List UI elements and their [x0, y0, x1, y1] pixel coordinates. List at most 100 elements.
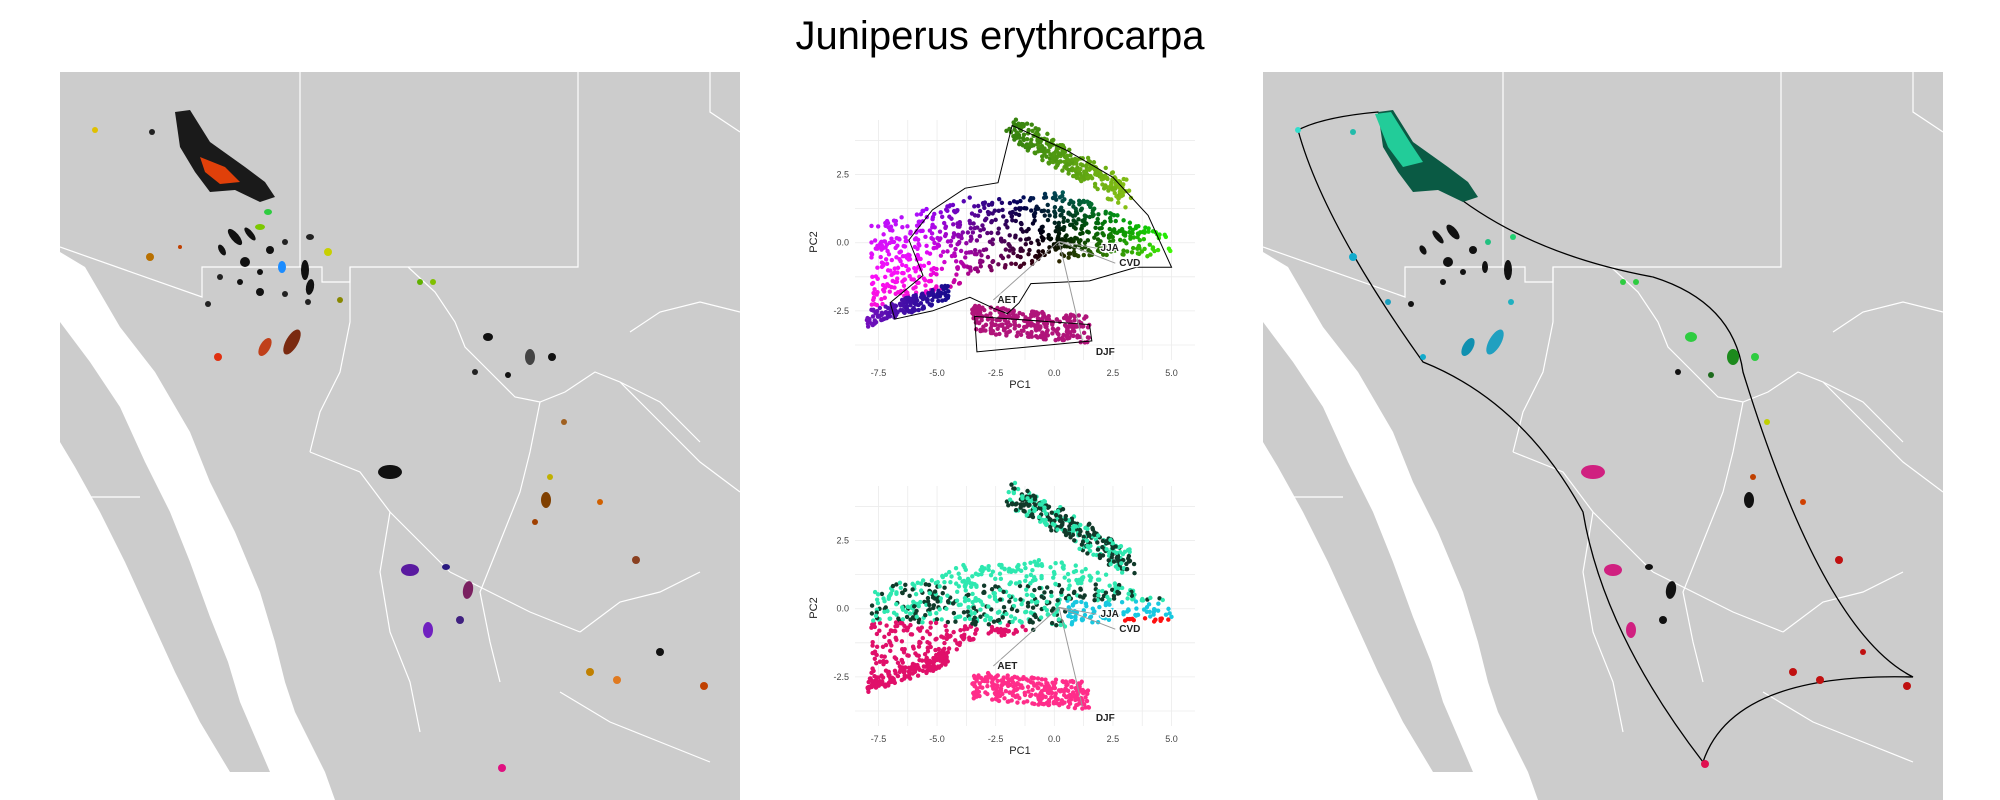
- pca-point: [1053, 229, 1058, 234]
- pca-point: [985, 679, 990, 684]
- pca-point: [1004, 218, 1009, 224]
- pca-point: [1100, 615, 1106, 621]
- pca-point: [1045, 315, 1050, 320]
- pca-point: [1036, 241, 1042, 247]
- pca-point: [1039, 573, 1044, 579]
- pca-point: [1060, 506, 1066, 512]
- pca-point: [1048, 565, 1053, 570]
- pca-point: [1072, 235, 1078, 241]
- pca-point: [1117, 228, 1122, 234]
- pca-point: [1013, 233, 1018, 238]
- pca-point: [1070, 690, 1076, 695]
- pca-top-loadings: [993, 240, 1116, 342]
- pca-point: [1133, 599, 1139, 604]
- pca-point: [997, 609, 1002, 614]
- pca-point: [1100, 538, 1106, 544]
- pca-point: [977, 310, 983, 316]
- pca-point: [886, 631, 892, 637]
- pca-point: [1052, 612, 1057, 617]
- pca-point: [1103, 572, 1109, 577]
- pca-point: [875, 592, 881, 597]
- pca-point: [1097, 577, 1102, 582]
- pca-point: [1068, 153, 1073, 158]
- pca-point: [877, 244, 882, 250]
- pca-point: [1033, 692, 1039, 697]
- pca-point: [963, 588, 968, 593]
- pca-point: [930, 660, 936, 666]
- pca-point: [913, 302, 919, 307]
- pca-point: [1058, 213, 1063, 218]
- pca-point: [1013, 117, 1019, 122]
- pca-point: [919, 658, 925, 663]
- occurrence-cell: [442, 564, 450, 570]
- occurrence-cell: [417, 279, 423, 285]
- pca-point: [1023, 578, 1028, 583]
- pca-point: [977, 681, 982, 686]
- pca-point: [915, 673, 921, 678]
- pca-point: [923, 582, 928, 587]
- pca-point: [942, 640, 947, 646]
- occurrence-cell: [632, 556, 640, 564]
- pca-point: [955, 265, 961, 270]
- pca-point: [989, 323, 995, 328]
- pca-point: [1113, 186, 1118, 191]
- pca-point: [920, 668, 926, 674]
- pca-point: [1166, 617, 1171, 622]
- occurrence-cell: [1665, 581, 1677, 599]
- pca-point: [934, 657, 940, 663]
- y-tick-label: -2.5: [833, 306, 849, 316]
- pca-point: [1122, 549, 1128, 554]
- pca-point: [990, 211, 995, 216]
- pca-point: [903, 582, 908, 588]
- pca-point: [928, 292, 933, 297]
- pca-point: [1122, 231, 1128, 236]
- pca-point: [1016, 567, 1021, 572]
- pca-point: [943, 231, 949, 237]
- occurrence-cell: [240, 257, 250, 267]
- pca-point: [1050, 521, 1055, 527]
- pca-point: [870, 666, 875, 671]
- pca-point: [1114, 550, 1119, 556]
- pca-point: [898, 301, 903, 307]
- pca-point: [879, 654, 884, 659]
- pca-point: [877, 305, 883, 311]
- pca-point: [1030, 620, 1035, 625]
- pca-point: [1003, 689, 1009, 694]
- pca-point: [1071, 204, 1076, 209]
- pca-point: [1060, 237, 1065, 242]
- pca-point: [1155, 247, 1161, 253]
- map-left-borders: [60, 72, 740, 763]
- pca-point: [1078, 586, 1083, 591]
- pca-point: [885, 608, 890, 614]
- pca-point: [943, 623, 948, 629]
- pca-point: [897, 257, 902, 262]
- pca-point: [1103, 183, 1108, 188]
- pca-point: [905, 604, 911, 610]
- pca-point: [882, 634, 887, 639]
- pca-point: [879, 317, 884, 323]
- pca-point: [889, 643, 894, 648]
- pca-point: [989, 202, 995, 207]
- pca-point: [913, 591, 919, 597]
- pca-point: [1049, 528, 1054, 533]
- pca-point: [1036, 149, 1041, 154]
- pca-point: [1074, 211, 1080, 216]
- pca-point: [977, 249, 982, 254]
- pca-point: [1052, 209, 1057, 214]
- pca-point: [902, 244, 908, 249]
- occurrence-cell: [541, 492, 551, 508]
- pca-point: [1022, 205, 1027, 211]
- pca-point: [1111, 596, 1117, 601]
- pca-point: [1078, 238, 1083, 243]
- pca-point: [968, 238, 973, 243]
- pca-point: [1067, 201, 1072, 207]
- pca-point: [1054, 154, 1060, 159]
- pca-point: [962, 598, 968, 604]
- pca-point: [1057, 702, 1062, 708]
- occurrence-cell: [1295, 127, 1301, 133]
- pca-point: [1033, 600, 1039, 605]
- pca-point: [901, 628, 906, 633]
- pca-point: [1089, 176, 1095, 181]
- occurrence-cell: [1633, 279, 1639, 285]
- pca-point: [954, 598, 960, 603]
